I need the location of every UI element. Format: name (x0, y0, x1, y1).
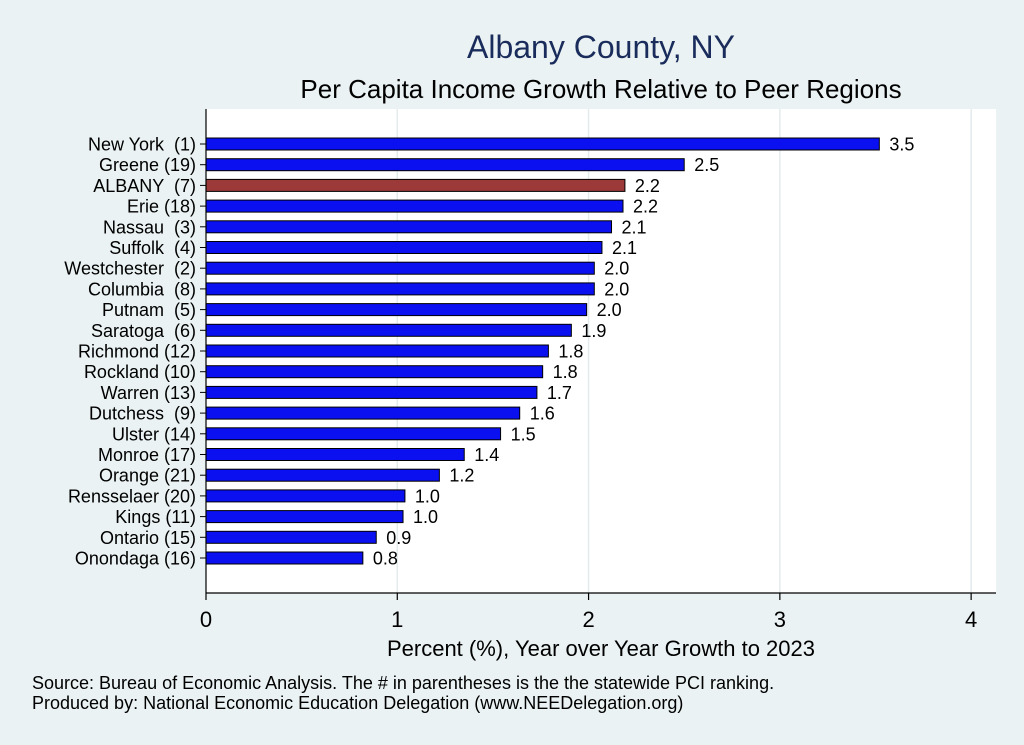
bar-value-label: 1.4 (474, 445, 499, 465)
bar (205, 261, 595, 275)
bar-value-label: 2.1 (622, 217, 647, 237)
bar (205, 489, 406, 503)
category-label: Rensselaer (20) (68, 486, 196, 506)
bar-value-label: 1.2 (449, 466, 474, 486)
bar-value-label: 2.2 (633, 197, 658, 217)
category-label: ALBANY (7) (93, 176, 196, 196)
bar-value-label: 3.5 (889, 135, 914, 155)
bar (205, 385, 538, 399)
bar (205, 468, 440, 482)
category-label: Suffolk (4) (109, 238, 196, 258)
category-label: Onondaga (16) (75, 549, 196, 569)
bar-value-label: 1.9 (581, 321, 606, 341)
x-tick-label: 1 (391, 607, 403, 632)
x-axis-label: Percent (%), Year over Year Growth to 20… (387, 636, 815, 661)
category-label: Ulster (14) (112, 424, 196, 444)
bar (205, 241, 603, 254)
bar (205, 427, 502, 441)
bar (205, 530, 377, 544)
bar (205, 137, 880, 151)
category-label: Dutchess (9) (89, 404, 196, 424)
bar-value-label: 1.5 (511, 424, 536, 444)
bar-value-label: 1.0 (415, 486, 440, 506)
bar (205, 303, 588, 317)
bar (205, 323, 572, 337)
x-tick-label: 3 (774, 607, 786, 632)
bar (205, 282, 595, 296)
bar (205, 365, 544, 379)
category-label: Orange (21) (99, 466, 196, 486)
category-label: Westchester (2) (64, 259, 196, 279)
bar (205, 178, 626, 192)
bar-value-label: 2.0 (604, 279, 629, 299)
bar-value-label: 0.8 (373, 549, 398, 569)
x-tick-label: 2 (582, 607, 594, 632)
bar-value-label: 2.2 (635, 176, 660, 196)
bar (205, 344, 549, 358)
bar-value-label: 0.9 (386, 528, 411, 548)
category-label: Warren (13) (101, 383, 196, 403)
chart-subtitle: Per Capita Income Growth Relative to Pee… (300, 74, 901, 104)
category-label: Ontario (15) (100, 528, 196, 548)
bar (205, 551, 364, 565)
category-label: Putnam (5) (102, 300, 196, 320)
x-tick-label: 0 (200, 607, 212, 632)
category-label: Monroe (17) (98, 445, 196, 465)
category-label: Saratoga (6) (91, 321, 196, 341)
bar-value-label: 1.8 (558, 342, 583, 362)
category-label: Erie (18) (127, 197, 196, 217)
category-label: New York (1) (88, 135, 196, 155)
bar-value-label: 2.0 (597, 300, 622, 320)
bar (205, 220, 613, 234)
bar (205, 448, 465, 461)
category-label: Kings (11) (115, 507, 196, 527)
x-tick-label: 4 (965, 607, 977, 632)
chart-title: Albany County, NY (467, 29, 735, 65)
category-label: Nassau (3) (103, 217, 196, 237)
source-note: Source: Bureau of Economic Analysis. The… (32, 673, 774, 693)
produced-by-note: Produced by: National Economic Education… (32, 693, 683, 713)
bar-value-label: 2.0 (604, 259, 629, 279)
category-label: Columbia (8) (88, 279, 196, 299)
bar-value-label: 1.6 (530, 404, 555, 424)
bar-value-label: 1.0 (413, 507, 438, 527)
bar (205, 199, 624, 213)
bar-value-label: 1.7 (547, 383, 572, 403)
category-label: Richmond (12) (78, 342, 196, 362)
bar-value-label: 2.5 (694, 155, 719, 175)
bar (205, 406, 521, 420)
category-label: Greene (19) (99, 155, 196, 175)
bar-value-label: 1.8 (553, 362, 578, 382)
bar-value-label: 2.1 (612, 238, 637, 258)
category-label: Rockland (10) (84, 362, 196, 382)
bar (205, 158, 685, 172)
bar (205, 510, 404, 524)
axes: 0 1 2 3 4 New York (1)Greene (19)ALBANY (7)Er… (64, 109, 996, 632)
